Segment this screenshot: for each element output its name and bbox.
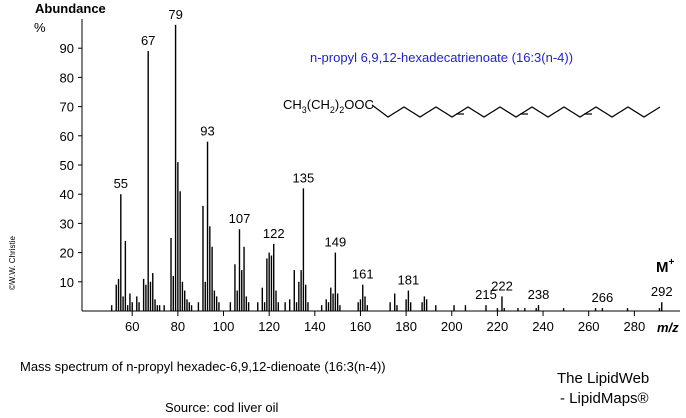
peak-label: 222: [491, 278, 513, 293]
peak-label: 161: [352, 267, 374, 282]
y-tick-label: 80: [60, 70, 74, 85]
copyright: ©W.W. Christie: [8, 236, 17, 290]
peak-label: 238: [528, 287, 550, 302]
peak-label: 292: [651, 284, 673, 299]
x-tick-label: 240: [532, 319, 554, 334]
peak-label: 55: [114, 176, 128, 191]
molecular-ion-label: M+: [656, 257, 675, 276]
f4: ): [335, 97, 339, 112]
y-tick-label: 60: [60, 129, 74, 144]
x-tick-label: 260: [578, 319, 600, 334]
x-tick-label: 180: [395, 319, 417, 334]
peak-label: 181: [398, 273, 420, 288]
x-tick-label: 100: [213, 319, 235, 334]
x-tick-label: 200: [441, 319, 463, 334]
y-tick-label: 40: [60, 187, 74, 202]
brand-1: The LipidWeb: [557, 370, 649, 387]
peak-label: 79: [168, 7, 182, 22]
f3: 2: [330, 105, 335, 115]
peak-label: 67: [141, 33, 155, 48]
f1: 3: [302, 105, 307, 115]
chain-structure: [371, 104, 661, 118]
peak-label: 135: [293, 170, 315, 185]
x-tick-label: 160: [350, 319, 372, 334]
y-tick-label: 50: [60, 158, 74, 173]
peak-label: 266: [592, 290, 614, 305]
y-tick-label: 90: [60, 41, 74, 56]
peak-label: 107: [229, 211, 251, 226]
x-tick-label: 280: [623, 319, 645, 334]
compound-name: n-propyl 6,9,12-hexadecatrienoate (16:3(…: [310, 50, 573, 65]
x-tick-label: 140: [304, 319, 326, 334]
y-tick-label: 20: [60, 246, 74, 261]
y-tick-label: 10: [60, 275, 74, 290]
f0: CH: [283, 97, 302, 112]
y-tick-label: 70: [60, 100, 74, 115]
x-tick-label: 60: [125, 319, 139, 334]
source: Source: cod liver oil: [165, 400, 279, 415]
formula: CH3(CH2)2OOC: [283, 97, 374, 115]
x-tick-label: 120: [258, 319, 280, 334]
peak-label: 122: [263, 226, 285, 241]
f2: (CH: [307, 97, 330, 112]
y-unit: %: [34, 20, 46, 35]
mi-plus: +: [669, 257, 675, 268]
f6: OOC: [344, 97, 374, 112]
peak-label: 215: [475, 287, 497, 302]
x-axis-label: m/z: [657, 320, 679, 335]
f5: 2: [339, 105, 344, 115]
peak-label: 149: [324, 235, 346, 250]
peak-label: 93: [200, 124, 214, 139]
brand-2: - LipidMaps®: [560, 390, 649, 407]
mi-m: M: [656, 259, 669, 276]
caption: Mass spectrum of n-propyl hexadec-6,9,12…: [20, 359, 386, 374]
y-tick-label: 30: [60, 216, 74, 231]
x-tick-label: 220: [487, 319, 509, 334]
chain: [371, 104, 661, 118]
y-axis-label: Abundance: [35, 1, 106, 16]
x-tick-label: 80: [171, 319, 185, 334]
